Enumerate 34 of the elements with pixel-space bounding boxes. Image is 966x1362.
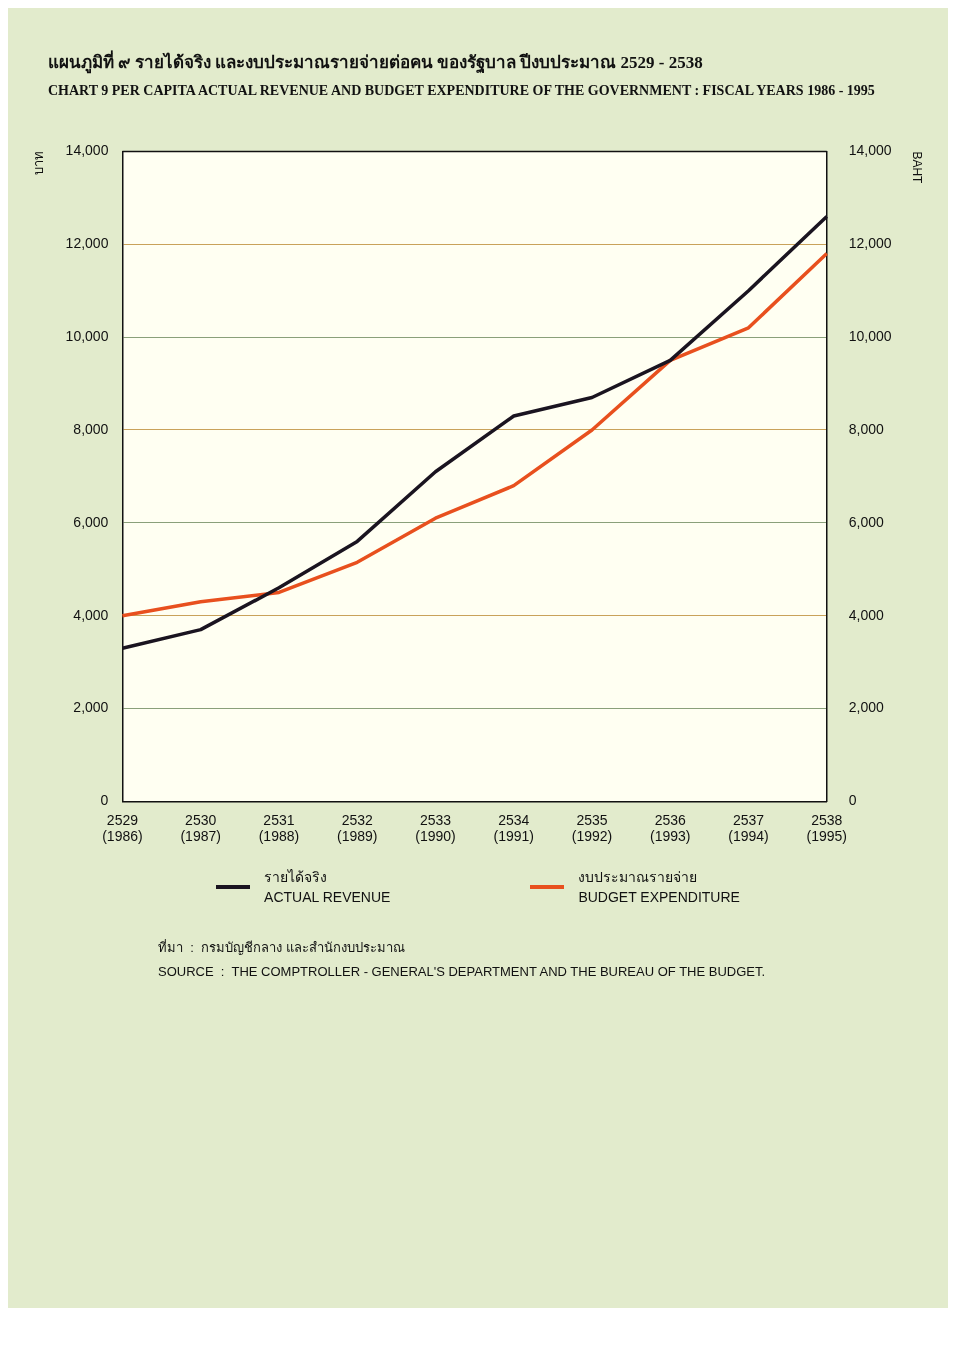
x-tick-label: 2530 (1987) — [180, 811, 221, 845]
y2-tick-label: 0 — [848, 792, 857, 809]
y-tick-label: 10,000 — [65, 327, 109, 344]
y2-tick-label: 14,000 — [848, 142, 892, 159]
y-tick-label: 2,000 — [73, 699, 109, 716]
y-tick-label: 8,000 — [73, 420, 109, 437]
y-tick-label: 4,000 — [73, 606, 109, 623]
chart-subtitle: CHART 9 PER CAPITA ACTUAL REVENUE AND BUDGET EXPENDITURE OF THE GOVERNMENT : FISCAL YEARS 1986 - 1995 — [48, 83, 876, 99]
legend-label: งบประมาณรายจ่าย BUDGET EXPENDITURE — [578, 868, 740, 907]
y2-axis-title: BAHT — [910, 151, 925, 185]
x-tick-label: 2531 (1988) — [258, 811, 300, 845]
y2-tick-label: 6,000 — [848, 513, 885, 530]
y2-tick-label: 4,000 — [848, 606, 885, 623]
y-tick-label: 0 — [100, 792, 109, 809]
x-tick-label: 2537 (1994) — [728, 811, 769, 845]
y2-tick-label: 8,000 — [848, 420, 885, 437]
x-tick-label: 2535 (1992) — [571, 811, 613, 845]
y-tick-label: 6,000 — [73, 513, 109, 530]
x-tick-label: 2533 (1990) — [415, 811, 456, 845]
x-tick-label: 2534 (1991) — [493, 811, 534, 845]
y2-tick-label: 10,000 — [848, 327, 892, 344]
y2-tick-label: 12,000 — [848, 235, 892, 252]
y-tick-label: 14,000 — [65, 142, 109, 159]
x-tick-label: 2532 (1989) — [336, 811, 378, 845]
y2-tick-label: 2,000 — [848, 699, 885, 716]
legend-label: รายได้จริง ACTUAL REVENUE — [264, 868, 391, 907]
chart-title: แผนภูมิที่ ๙ รายได้จริง และงบประมาณรายจ่ายต่อคน ของรัฐบาล ปีงบประมาณ 2529 - 2538 — [48, 49, 704, 75]
y-tick-label: 12,000 — [65, 235, 109, 252]
x-tick-label: 2529 (1986) — [102, 811, 143, 845]
text: ที่มา : กรมบัญชีกลาง และสำนักงบประมาณ — [158, 938, 406, 957]
x-tick-label: 2536 (1993) — [650, 811, 691, 845]
x-tick-label: 2538 (1995) — [806, 811, 848, 845]
source-note: SOURCE : THE COMPTROLLER - GENERAL'S DEPARTMENT AND THE BUREAU OF THE BUDGET. — [158, 964, 767, 979]
y-axis-title: บาท — [31, 151, 47, 176]
